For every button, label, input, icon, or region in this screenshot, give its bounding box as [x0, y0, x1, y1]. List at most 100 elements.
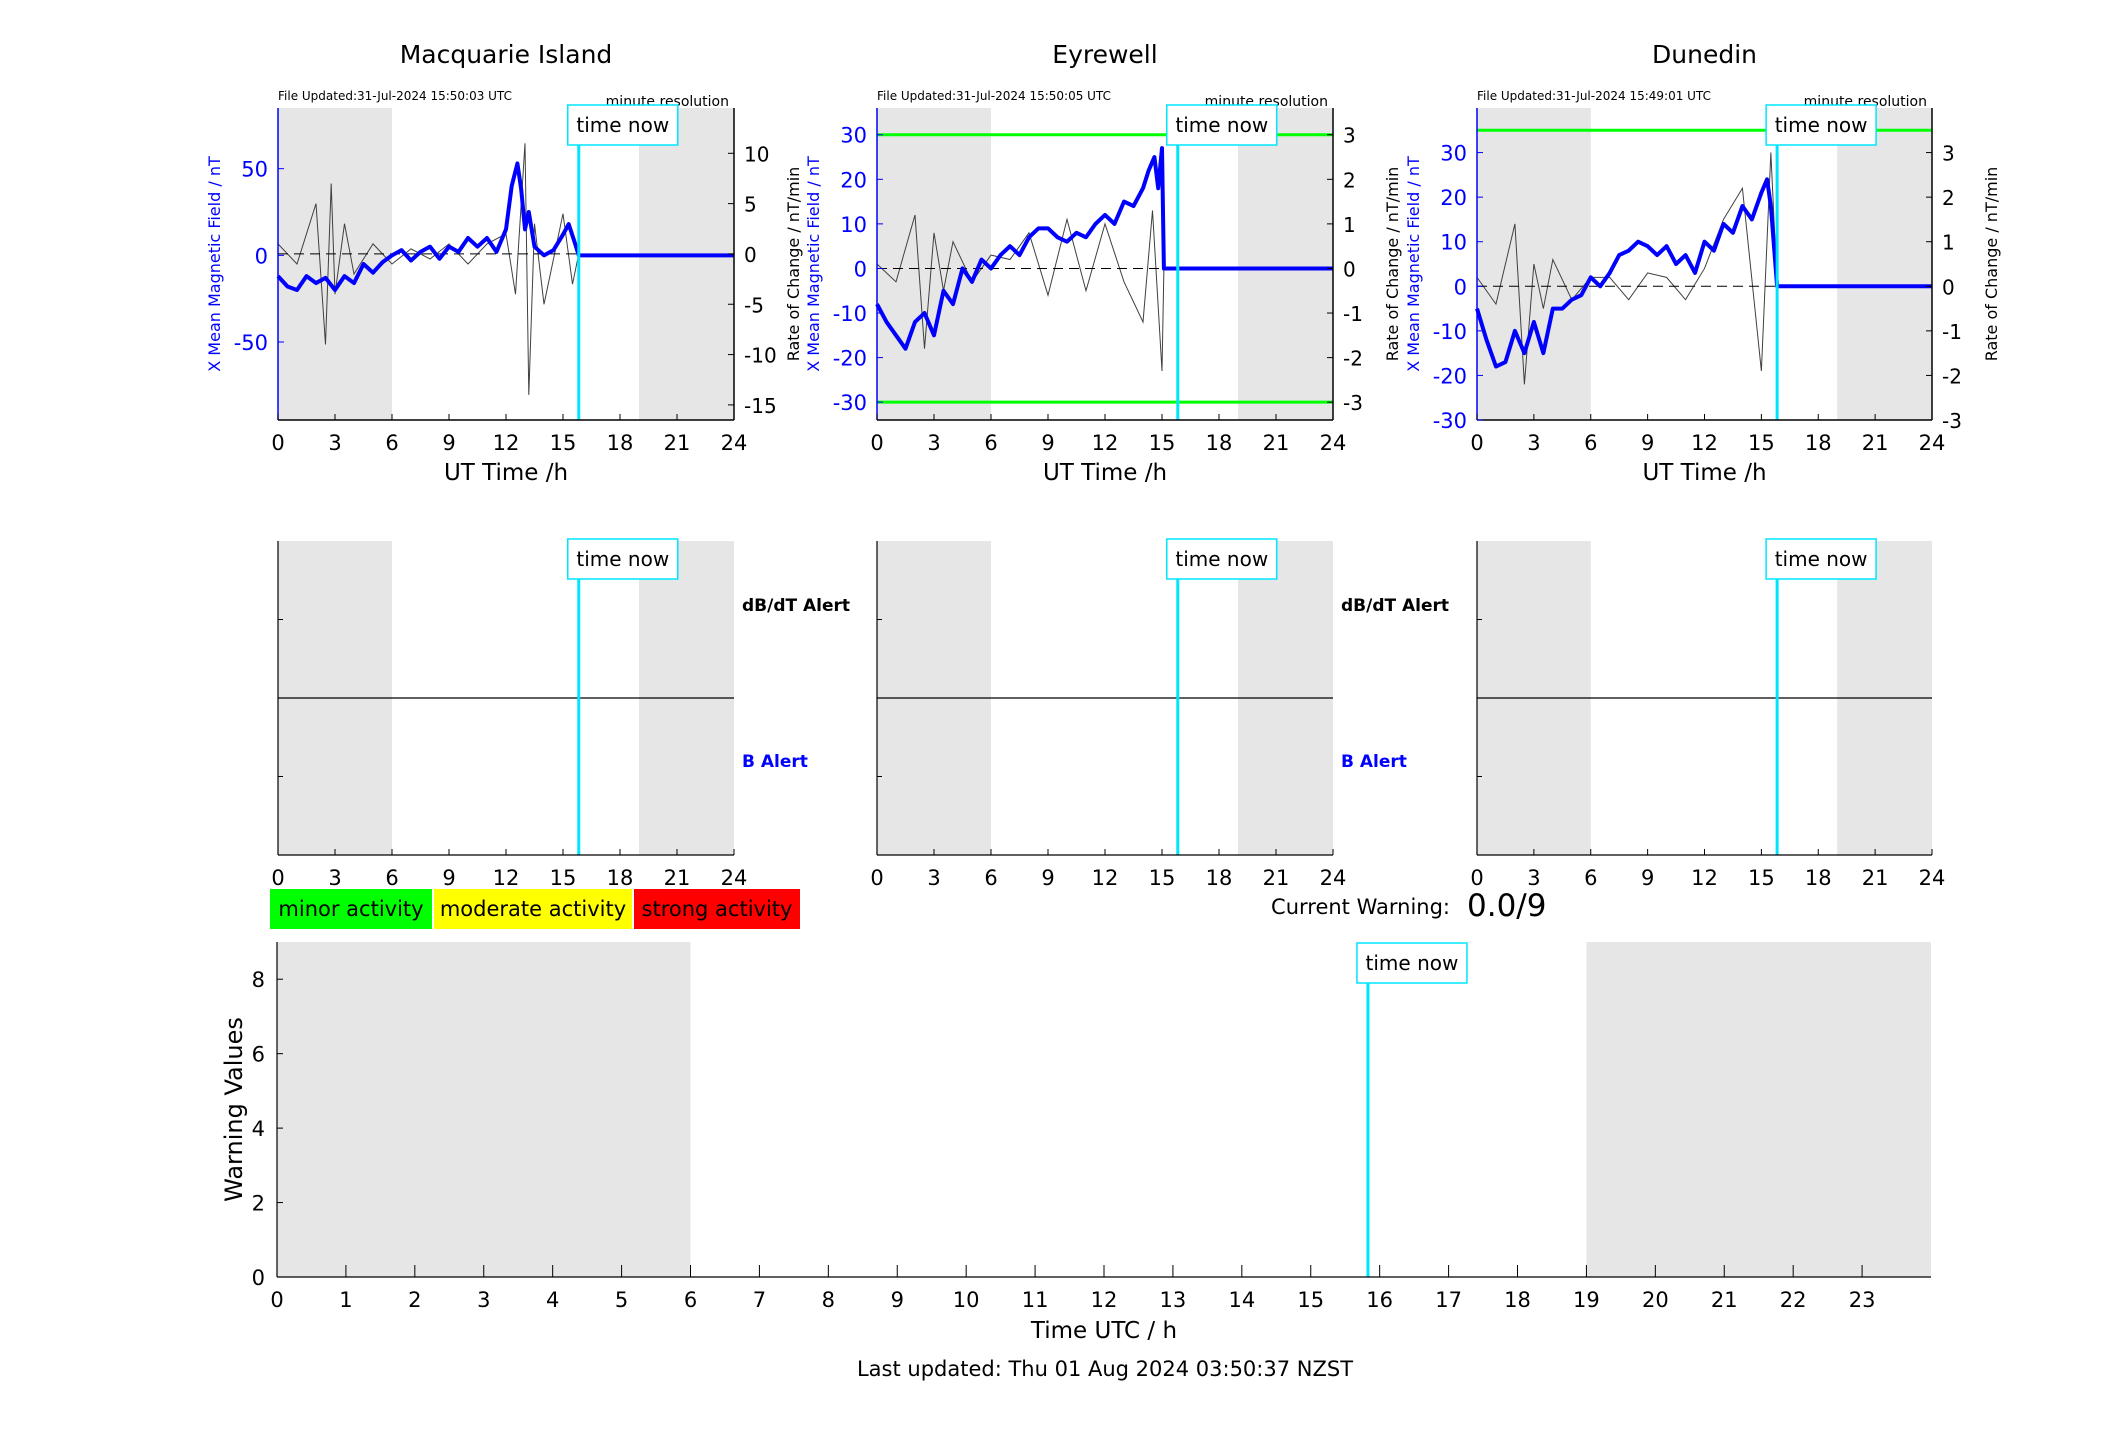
- x-tick-label: 9: [442, 866, 455, 890]
- alert-1-time-now-box: [567, 538, 679, 580]
- y-right-tick-label: -3: [1942, 409, 1962, 433]
- dbdt-alert-label: dB/dT Alert: [1341, 596, 1449, 616]
- x-tick-label: 15: [1748, 866, 1775, 890]
- y-tick-label: 2: [252, 1192, 265, 1216]
- x-tick-label: 12: [1091, 1288, 1118, 1312]
- file-updated-text: File Updated:31-Jul-2024 15:49:01 UTC: [1477, 89, 1711, 103]
- x-axis-label: UT Time /h: [1642, 460, 1766, 486]
- y-right-tick-label: 1: [1942, 231, 1955, 255]
- x-tick-label: 9: [1041, 866, 1054, 890]
- x-tick-label: 18: [1206, 866, 1233, 890]
- x-tick-label: 12: [1691, 866, 1718, 890]
- x-tick-label: 15: [1297, 1288, 1324, 1312]
- station-1-time-now-label: time now: [576, 113, 669, 137]
- station-chart-3: Dunedin File Updated:31-Jul-2024 15:49:01…: [1404, 40, 2001, 486]
- x-axis-label: UT Time /h: [1043, 460, 1167, 486]
- dbdt-alert-label: dB/dT Alert: [742, 596, 850, 616]
- alert-2-time-now-label: time now: [1175, 547, 1268, 571]
- current-warning-label: Current Warning:: [1271, 895, 1450, 919]
- x-tick-label: 21: [1263, 866, 1290, 890]
- x-tick-label: 15: [1149, 431, 1176, 455]
- y-left-tick-label: -10: [833, 302, 867, 326]
- x-tick-label: 0: [271, 866, 284, 890]
- x-tick-label: 3: [328, 866, 341, 890]
- y-right-tick-label: 3: [1942, 142, 1955, 166]
- chart-title: Macquarie Island: [400, 40, 613, 69]
- last-updated-text: Last updated: Thu 01 Aug 2024 03:50:37 N…: [857, 1357, 1353, 1381]
- x-tick-label: 3: [927, 431, 940, 455]
- x-tick-label: 0: [870, 866, 883, 890]
- file-updated-text: File Updated:31-Jul-2024 15:50:05 UTC: [877, 89, 1111, 103]
- magnetic-field-line: [1475, 177, 1932, 369]
- x-tick-label: 3: [1527, 866, 1540, 890]
- x-tick-label: 21: [1263, 431, 1290, 455]
- y-right-tick-label: -1: [1343, 302, 1363, 326]
- x-tick-label: 24: [721, 866, 748, 890]
- x-tick-label: 3: [1527, 431, 1540, 455]
- x-tick-label: 16: [1366, 1288, 1393, 1312]
- x-tick-label: 23: [1849, 1288, 1876, 1312]
- y-left-axis-label: X Mean Magnetic Field / nT: [205, 156, 224, 372]
- x-tick-label: 12: [493, 866, 520, 890]
- magnetic-field-line: [875, 146, 1333, 351]
- legend-swatch-strong: [634, 889, 800, 929]
- x-tick-label: 12: [1691, 431, 1718, 455]
- x-tick-label: 5: [615, 1288, 628, 1312]
- x-tick-label: 7: [753, 1288, 766, 1312]
- x-tick-label: 20: [1642, 1288, 1669, 1312]
- warning-chart: 0 1 2 3 4 5 6 7 8 9 10 11 12 13 14 15 16 17 18 19 20 21 22 2302…: [220, 942, 1931, 1344]
- x-tick-label: 9: [1041, 431, 1054, 455]
- y-right-tick-label: -3: [1343, 391, 1363, 415]
- chart-title: Eyrewell: [1052, 40, 1157, 69]
- x-tick-label: 9: [1641, 431, 1654, 455]
- x-tick-label: 18: [1206, 431, 1233, 455]
- station-3-time-now-label: time now: [1775, 113, 1868, 137]
- file-updated-text: File Updated:31-Jul-2024 15:50:03 UTC: [278, 89, 512, 103]
- x-tick-label: 18: [607, 431, 634, 455]
- x-axis-label: UT Time /h: [444, 460, 568, 486]
- station-3-time-now-box: [1765, 104, 1877, 146]
- rate-of-change-line: [1476, 152, 1778, 385]
- magnetic-field-line: [276, 161, 734, 292]
- x-tick-label: 13: [1160, 1288, 1187, 1312]
- y-left-tick-label: 20: [1440, 186, 1467, 210]
- x-tick-label: 1: [339, 1288, 352, 1312]
- x-tick-label: 24: [1919, 866, 1946, 890]
- x-tick-label: 18: [1805, 431, 1832, 455]
- x-tick-label: 9: [1641, 866, 1654, 890]
- warning-time-now-label: time now: [1366, 951, 1459, 975]
- alert-panel-3: 0 3 6 9 12 15 18 21 24: [1470, 541, 1945, 890]
- x-tick-label: 24: [721, 431, 748, 455]
- legend-label: strong activity: [642, 897, 793, 921]
- y-tick-label: 8: [252, 968, 265, 992]
- night-shade: [877, 108, 991, 420]
- y-right-tick-label: 2: [1942, 186, 1955, 210]
- alert-3-time-now-box: [1765, 538, 1877, 580]
- y-left-tick-label: -20: [833, 347, 867, 371]
- rate-of-change-line: [876, 210, 1165, 372]
- y-left-tick-label: 50: [241, 158, 268, 182]
- night-shade: [1586, 942, 1931, 1277]
- x-tick-label: 21: [664, 866, 691, 890]
- rate-of-change-line: [277, 143, 580, 395]
- y-right-tick-label: -15: [744, 394, 777, 418]
- x-tick-label: 6: [1584, 431, 1597, 455]
- legend-label: moderate activity: [440, 897, 626, 921]
- y-right-tick-label: -1: [1942, 320, 1962, 344]
- y-left-tick-label: 0: [255, 244, 268, 268]
- alert-2-time-now-box: [1166, 538, 1278, 580]
- x-tick-label: 8: [822, 1288, 835, 1312]
- x-tick-label: 15: [1149, 866, 1176, 890]
- x-tick-label: 11: [1022, 1288, 1049, 1312]
- y-right-tick-label: 3: [1343, 124, 1356, 148]
- station-chart-1: Macquarie Island File Updated:31-Jul-2024…: [205, 40, 803, 486]
- x-tick-label: 24: [1320, 431, 1347, 455]
- alert-1-time-now-label: time now: [576, 547, 669, 571]
- y-right-tick-label: 0: [744, 243, 757, 267]
- y-left-tick-label: 10: [840, 213, 867, 237]
- x-tick-label: 24: [1919, 431, 1946, 455]
- x-tick-label: 12: [1092, 431, 1119, 455]
- station-2-time-now-label: time now: [1175, 113, 1268, 137]
- x-tick-label: 0: [870, 431, 883, 455]
